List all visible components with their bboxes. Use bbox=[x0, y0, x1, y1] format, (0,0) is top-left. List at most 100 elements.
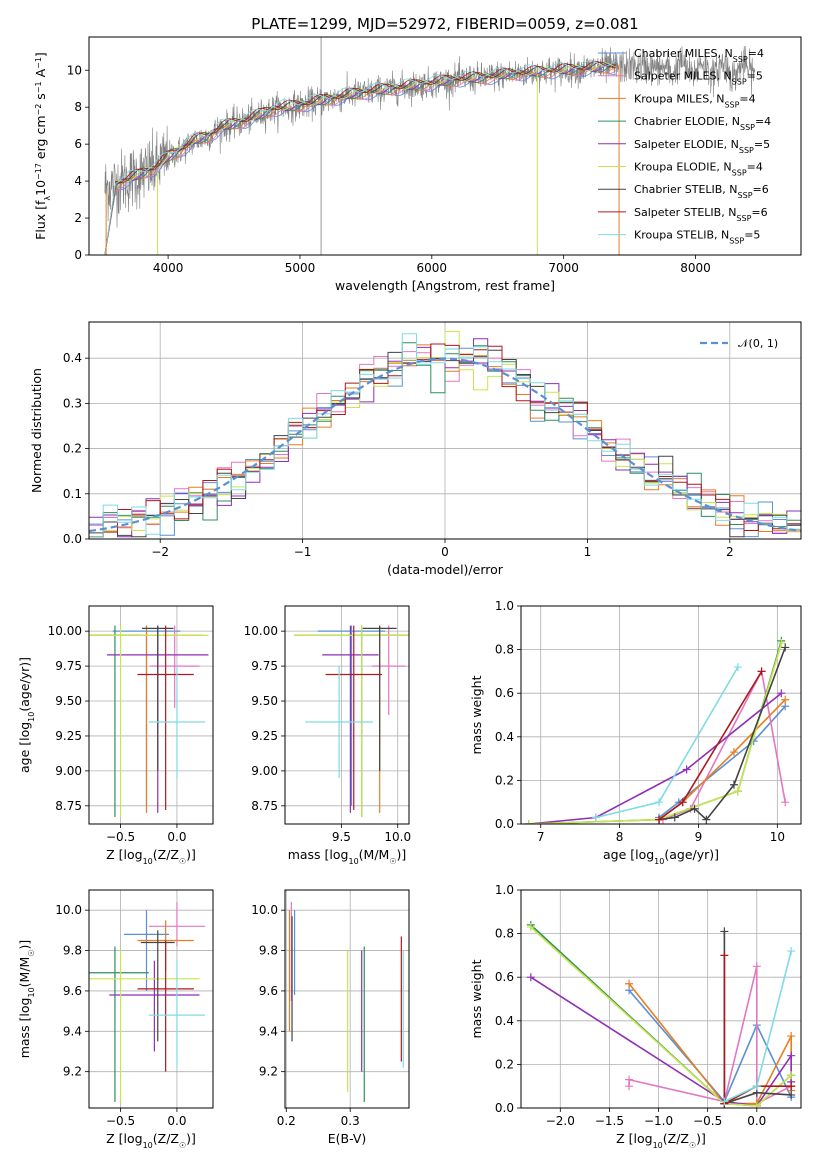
y-tick-label: 9.00 bbox=[251, 764, 278, 778]
model-salpeter_elodie bbox=[104, 63, 617, 255]
weight-marker-chabrier_stelib bbox=[702, 815, 711, 824]
y-tick-label: 8.75 bbox=[251, 799, 278, 813]
x-tick-label: −0.5 bbox=[693, 1114, 722, 1128]
y-tick-label: 0.6 bbox=[495, 970, 514, 984]
y-tick-label: 9.2 bbox=[63, 1065, 82, 1079]
x-axis-label: mass [log10(M/M☉)] bbox=[288, 847, 407, 866]
weight-marker-salpeter_stelib bbox=[655, 815, 664, 824]
x-tick-label: 7 bbox=[537, 830, 545, 844]
x-tick-label: 0.3 bbox=[341, 1114, 360, 1128]
y-tick-label: 9.8 bbox=[259, 944, 278, 958]
weight-marker-kroupa_miles bbox=[729, 748, 738, 757]
normal-curve bbox=[89, 357, 801, 533]
x-tick-label: 0.0 bbox=[747, 1114, 766, 1128]
weight-marker-salpeter_elodie bbox=[682, 765, 691, 774]
panel-age_vs_mass: 9.5 10.0 8.75 9.00 9.25 9.50 9.75 10.00 mass [lo… bbox=[244, 605, 411, 866]
model-kroupa_elodie bbox=[104, 62, 617, 255]
y-tick-label: 8 bbox=[74, 100, 82, 114]
y-tick-label: 9.25 bbox=[251, 729, 278, 743]
x-tick-label: 8000 bbox=[680, 261, 711, 275]
weight-marker-kroupa_stelib bbox=[591, 813, 600, 822]
axes-frame bbox=[284, 889, 410, 1109]
weight-marker-kroupa_elodie bbox=[526, 923, 535, 932]
y-tick-label: 9.50 bbox=[251, 694, 278, 708]
x-tick-label: 9.5 bbox=[332, 830, 351, 844]
weight-marker-salpeter_miles bbox=[625, 1075, 634, 1084]
plot-area-residuals bbox=[89, 330, 801, 538]
y-tick-label: 9.50 bbox=[55, 694, 82, 708]
legend-entry-salpeter_stelib: Salpeter STELIB, NSSP=6 bbox=[634, 206, 768, 223]
weight-marker-salpeter_stelib bbox=[678, 798, 687, 807]
weight-marker-chabrier_stelib bbox=[729, 780, 738, 789]
legend-entry-salpeter_elodie: Salpeter ELODIE, NSSP=5 bbox=[634, 138, 770, 155]
weight-marker-chabrier_stelib bbox=[670, 813, 679, 822]
legend-residuals: 𝒩(0, 1) bbox=[700, 337, 778, 350]
y-tick-label: 0.4 bbox=[63, 351, 82, 365]
x-tick-label: 10 bbox=[770, 830, 785, 844]
weight-marker-kroupa_stelib bbox=[720, 1097, 729, 1106]
x-tick-label: −2 bbox=[151, 545, 169, 559]
x-tick-label: −0.5 bbox=[106, 1114, 135, 1128]
y-tick-label: 9.25 bbox=[55, 729, 82, 743]
panel-age_vs_Z: −0.5 0.0 8.75 9.00 9.25 9.50 9.75 10.00 Z [log10… bbox=[17, 605, 214, 866]
weight-marker-kroupa_miles bbox=[625, 979, 634, 988]
weight-line-salpeter_stelib bbox=[723, 955, 792, 1105]
axes-frame bbox=[88, 321, 802, 540]
weight-marker-salpeter_stelib bbox=[787, 1082, 796, 1091]
y-tick-label: 0 bbox=[74, 248, 82, 262]
y-axis-label: mass [log10(M/M☉)] bbox=[17, 940, 36, 1059]
legend-entry-kroupa_elodie: Kroupa ELODIE, NSSP=4 bbox=[634, 161, 763, 178]
x-tick-label: −1 bbox=[294, 545, 312, 559]
weight-marker-kroupa_stelib bbox=[752, 1082, 761, 1091]
model-chabrier_stelib bbox=[104, 61, 616, 255]
weight-marker-kroupa_miles bbox=[781, 695, 790, 704]
y-tick-label: 1.0 bbox=[495, 599, 514, 613]
x-tick-label: 8 bbox=[616, 830, 624, 844]
weight-marker-kroupa_elodie bbox=[787, 1071, 796, 1080]
weight-marker-chabrier_stelib bbox=[690, 804, 699, 813]
y-tick-label: 4 bbox=[74, 174, 82, 188]
weight-line-chabrier_miles bbox=[628, 989, 792, 1104]
x-tick-label: −2.0 bbox=[546, 1114, 575, 1128]
axes-frame bbox=[88, 889, 214, 1109]
y-tick-label: 9.6 bbox=[63, 984, 82, 998]
weight-marker-salpeter_miles bbox=[781, 798, 790, 807]
y-tick-label: 0.1 bbox=[63, 487, 82, 501]
y-tick-label: 0.4 bbox=[495, 730, 514, 744]
y-tick-label: 9.00 bbox=[55, 764, 82, 778]
axes-frame bbox=[88, 605, 214, 825]
panel-mass_vs_Z: −0.5 0.0 9.2 9.4 9.6 9.8 10.0 Z [log10(Z/Z☉)] ma… bbox=[17, 889, 214, 1150]
weight-line-chabrier_miles bbox=[658, 705, 786, 819]
x-tick-label: 0.0 bbox=[167, 1114, 186, 1128]
y-axis-label: mass weight bbox=[469, 959, 484, 1038]
y-tick-label: 1.0 bbox=[495, 883, 514, 897]
plot-area-mass_vs_Z bbox=[89, 902, 206, 1102]
x-tick-label: 2 bbox=[726, 545, 734, 559]
weight-line-kroupa_elodie bbox=[530, 926, 792, 1107]
y-tick-label: 9.4 bbox=[63, 1024, 82, 1038]
y-tick-label: 10.00 bbox=[244, 624, 278, 638]
y-tick-label: 2 bbox=[74, 211, 82, 225]
x-tick-label: −0.5 bbox=[106, 830, 135, 844]
weight-marker-salpeter_stelib bbox=[720, 951, 729, 960]
weight-marker-chabrier_stelib bbox=[787, 1090, 796, 1099]
y-tick-label: 0.2 bbox=[63, 442, 82, 456]
weight-marker-salpeter_elodie bbox=[526, 973, 535, 982]
weight-marker-kroupa_elodie bbox=[524, 820, 533, 824]
y-tick-label: 0.0 bbox=[63, 532, 82, 546]
y-axis-label: age [log10(age/yr)] bbox=[17, 657, 36, 773]
x-tick-label: 9 bbox=[695, 830, 703, 844]
y-tick-label: 10.0 bbox=[55, 903, 82, 917]
x-axis-label: Z [log10(Z/Z☉)] bbox=[106, 1131, 196, 1150]
x-axis-label: E(B-V) bbox=[328, 1131, 367, 1146]
x-tick-label: −1.0 bbox=[644, 1114, 673, 1128]
y-tick-label: 0.2 bbox=[495, 773, 514, 787]
x-tick-label: 0.0 bbox=[167, 830, 186, 844]
legend-entry-chabrier_stelib: Chabrier STELIB, NSSP=6 bbox=[634, 183, 769, 200]
weight-marker-salpeter_stelib bbox=[757, 667, 766, 676]
panel-mass_vs_ebv: 0.2 0.3 9.2 9.4 9.6 9.8 10.0 E(B-V) bbox=[251, 889, 410, 1146]
weight-marker-kroupa_elodie bbox=[733, 787, 742, 796]
weight-marker-kroupa_stelib bbox=[655, 798, 664, 807]
